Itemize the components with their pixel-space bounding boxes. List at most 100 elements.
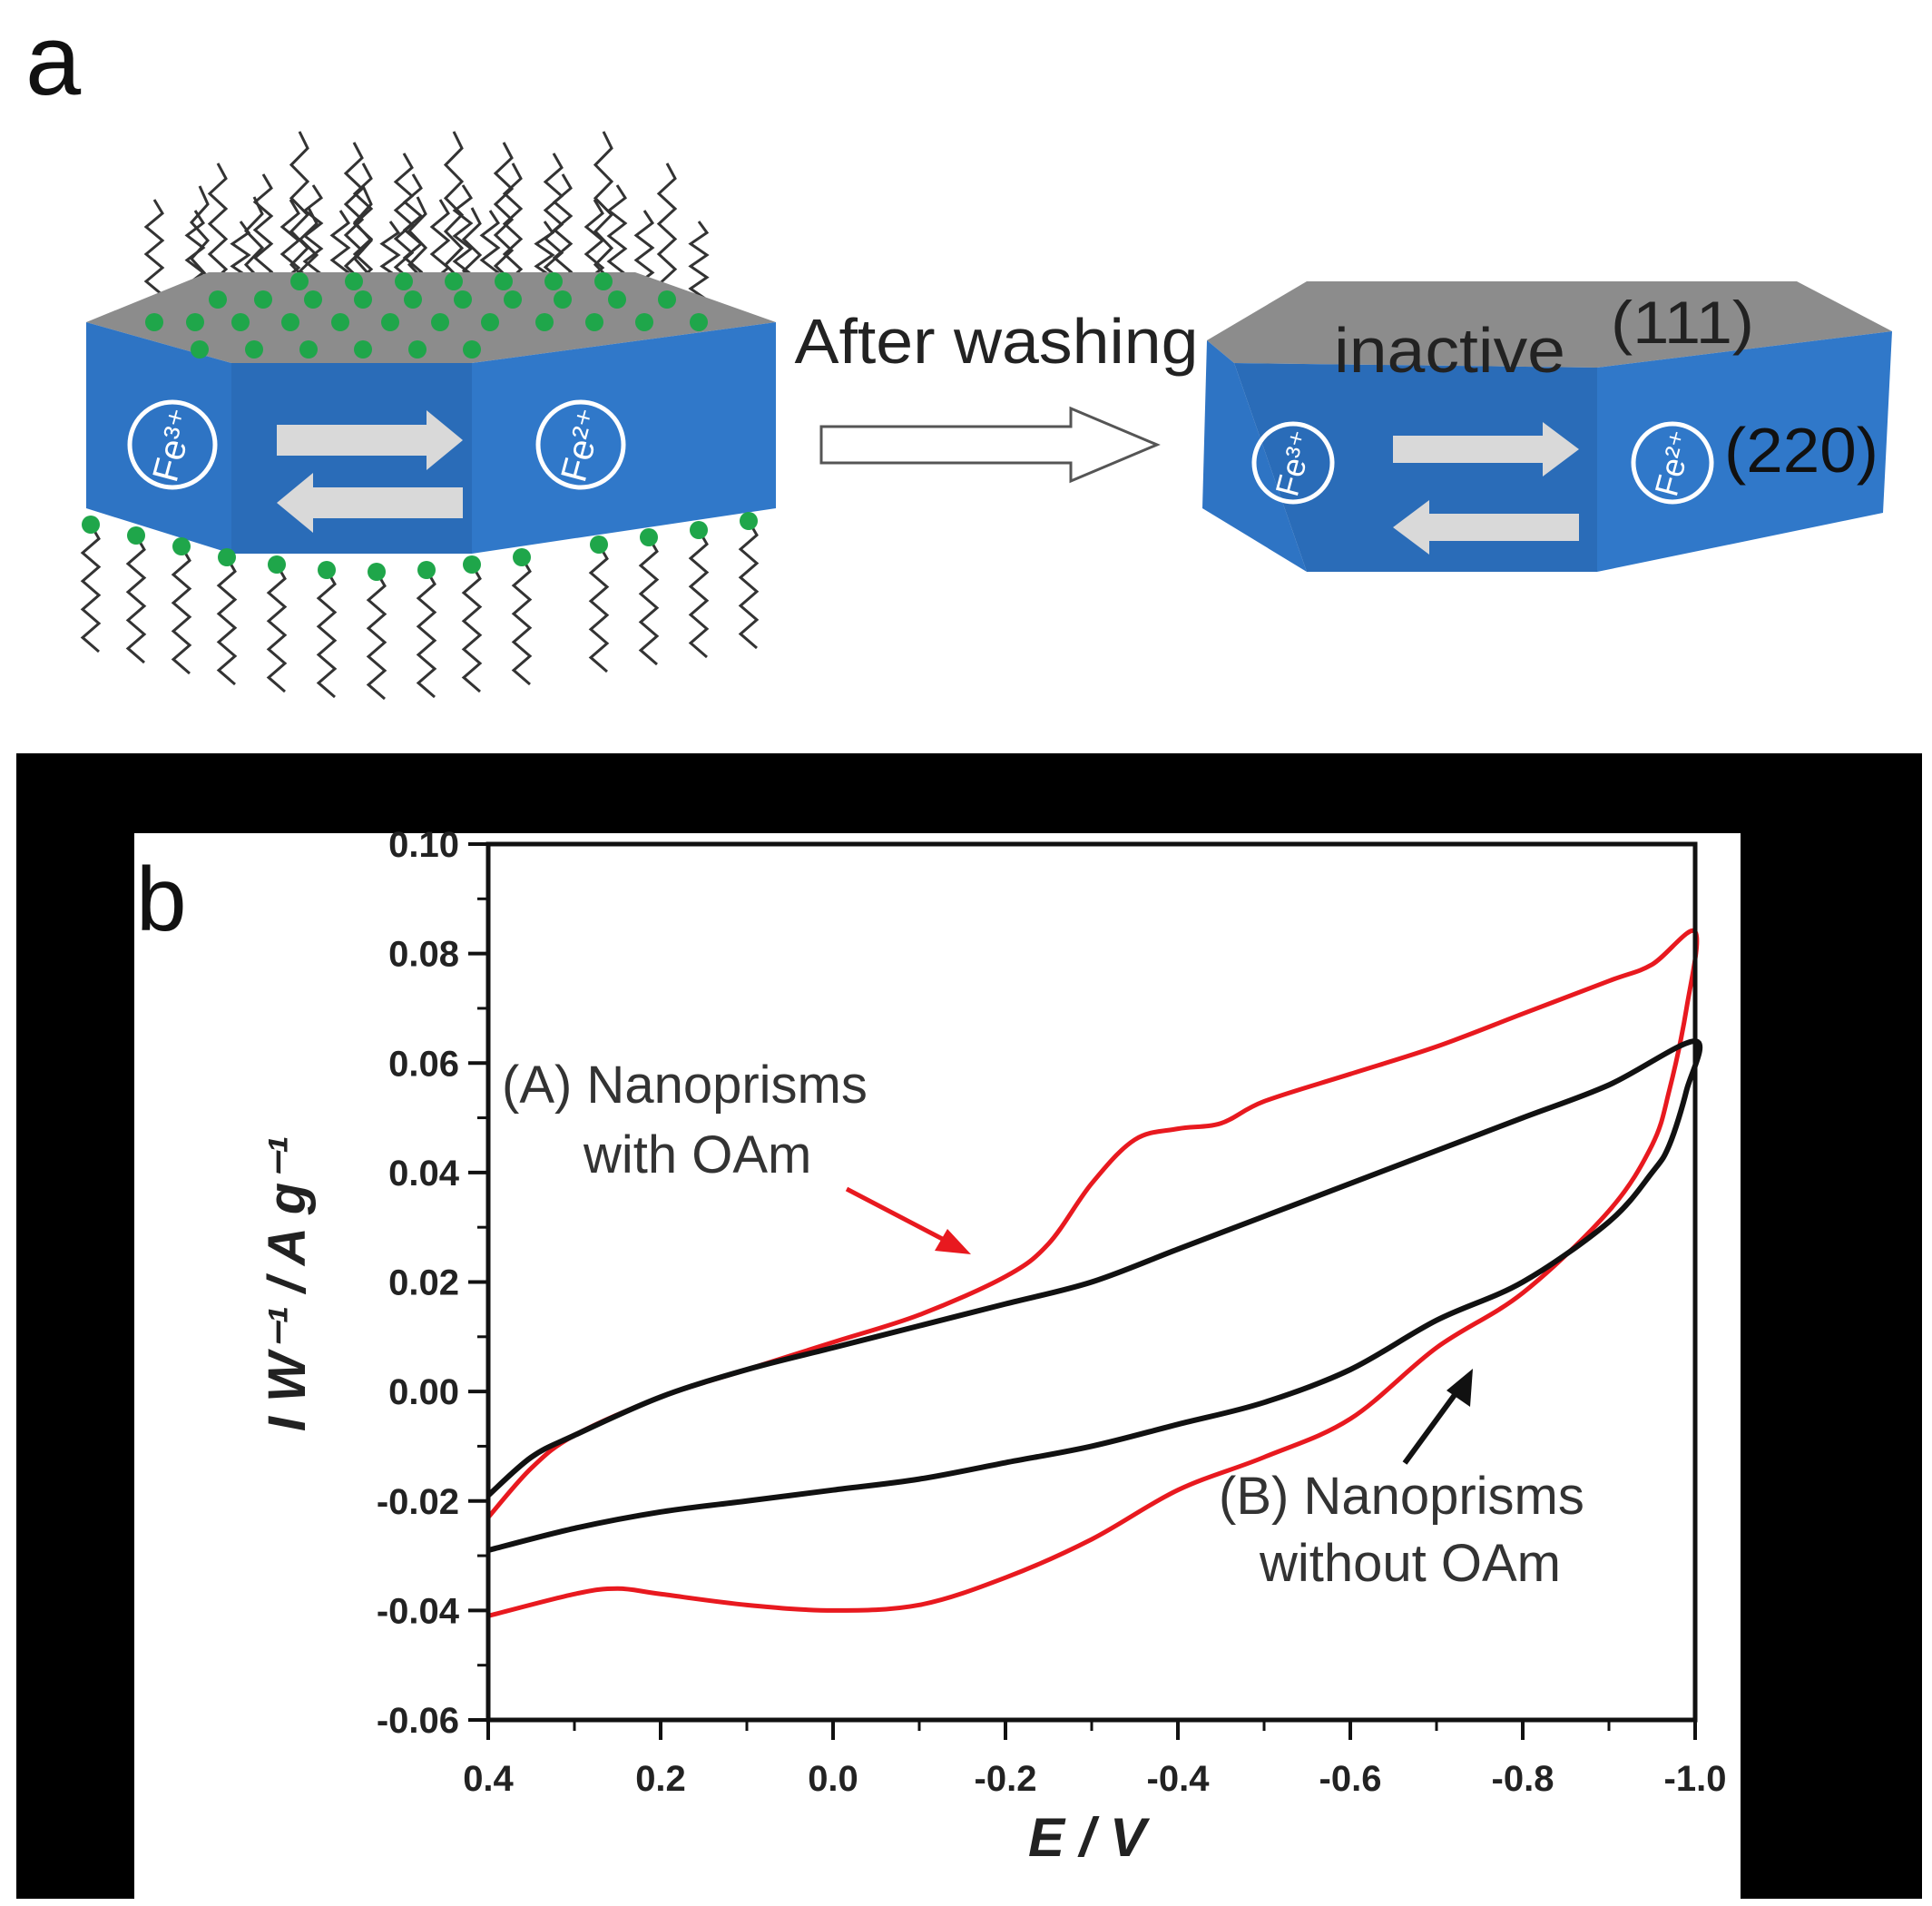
chart-background <box>134 833 1741 1899</box>
x-axis-label: E / V <box>1028 1807 1151 1868</box>
left-arrow-left <box>277 473 463 533</box>
x-tick-label: -0.6 <box>1319 1759 1382 1799</box>
y-tick-label: 0.06 <box>388 1044 459 1084</box>
ligand-head <box>608 290 626 309</box>
ligand-head <box>290 272 309 290</box>
ligand-head <box>186 313 204 331</box>
right-prism: inactive (111) (220) Fe³⁺ Fe²⁺ <box>1202 281 1892 572</box>
ligand-head <box>417 561 436 579</box>
x-tick-label: 0.4 <box>463 1759 514 1799</box>
facet-220-label: (220) <box>1724 415 1878 486</box>
ligand-chain <box>416 569 437 699</box>
ligand-chain <box>738 520 760 650</box>
schematic-svg: Fe³⁺ Fe²⁺ After washing inactive (111) (… <box>80 131 1892 701</box>
ligand-head <box>463 555 481 574</box>
ligand-chain <box>171 545 192 675</box>
ligand-head <box>191 340 209 359</box>
ligand-head <box>331 313 349 331</box>
ligand-head <box>640 528 658 546</box>
ligand-chain <box>366 571 387 701</box>
ligand-head <box>658 290 676 309</box>
annotation-b-line2: without OAm <box>1259 1534 1561 1593</box>
ligand-head <box>454 290 472 309</box>
ligand-head <box>504 290 522 309</box>
annotation-a-line1: (A) Nanoprisms <box>502 1056 868 1115</box>
ligand-head <box>172 537 191 555</box>
right-arrow-right <box>1393 422 1579 476</box>
after-washing-label: After washing <box>795 306 1199 377</box>
ligand-head <box>585 313 603 331</box>
ligand-head <box>395 272 413 290</box>
ligand-head <box>318 561 336 579</box>
panel-a-schematic: a Fe³⁺ Fe²⁺ Aft <box>0 0 1932 726</box>
right-fe3-circle <box>1251 421 1335 505</box>
facet-111-label: (111) <box>1611 289 1754 356</box>
annotation-a-line2: with OAm <box>583 1125 811 1184</box>
ligand-head <box>218 548 236 566</box>
ligand-chain <box>593 131 614 283</box>
ligand-head <box>590 535 608 554</box>
right-arrow-left <box>1393 500 1579 555</box>
ligand-head <box>404 290 422 309</box>
top-ligand-heads <box>145 272 708 359</box>
ligand-chain <box>461 564 483 693</box>
ligand-chain <box>638 536 660 666</box>
ligand-head <box>82 516 100 534</box>
left-fe3-circle <box>127 399 218 490</box>
ligand-head <box>345 272 363 290</box>
ligand-head <box>740 512 758 530</box>
ligand-chain <box>80 524 102 653</box>
ligand-head <box>299 340 318 359</box>
x-tick-label: 0.2 <box>635 1759 686 1799</box>
ligand-chain <box>216 556 238 686</box>
y-tick-label: 0.04 <box>388 1154 460 1194</box>
y-tick-label: -0.02 <box>377 1482 459 1522</box>
ligand-chain <box>656 162 678 301</box>
ligand-chain <box>393 152 415 283</box>
ligand-head <box>535 313 554 331</box>
y-tick-label: 0.02 <box>388 1263 459 1303</box>
ligand-head <box>304 290 322 309</box>
y-tick-label: 0.10 <box>388 825 459 865</box>
left-prism: Fe³⁺ Fe²⁺ <box>80 131 776 701</box>
annotation-a-arrow <box>845 1186 971 1254</box>
ligand-head <box>231 313 250 331</box>
ligand-chain <box>588 544 610 673</box>
right-fe2-circle <box>1631 421 1714 505</box>
ligand-head <box>145 313 163 331</box>
ligand-head <box>354 340 372 359</box>
x-tick-label: 0.0 <box>808 1759 858 1799</box>
ligand-head <box>690 521 708 539</box>
ligand-head <box>127 526 145 545</box>
right-prism-front-right <box>1597 331 1892 572</box>
ligand-head <box>513 548 531 566</box>
ligand-head <box>690 313 708 331</box>
ligand-head <box>381 313 399 331</box>
series-b-line <box>485 1038 1703 1553</box>
ligand-head <box>368 563 386 581</box>
ligand-head <box>281 313 299 331</box>
ligand-head <box>268 555 286 574</box>
x-tick-label: -0.8 <box>1492 1759 1554 1799</box>
ligand-head <box>245 340 263 359</box>
ligand-head <box>594 272 613 290</box>
x-tick-label: -0.2 <box>975 1759 1037 1799</box>
annotation-b-line1: (B) Nanoprisms <box>1219 1467 1584 1526</box>
y-tick-label: -0.06 <box>377 1701 459 1741</box>
ligand-head <box>445 272 463 290</box>
y-tick-label: 0.08 <box>388 935 459 975</box>
ligand-chain <box>511 556 533 686</box>
ligand-head <box>544 272 563 290</box>
ligand-head <box>254 290 272 309</box>
ligand-head <box>408 340 427 359</box>
ligand-chain <box>688 529 710 659</box>
x-tick-label: -0.4 <box>1147 1759 1211 1799</box>
left-prism-front-left <box>86 322 231 554</box>
ligand-head <box>463 340 481 359</box>
panel-b-frame: b 0.4 0.2 0.0 -0.2 -0.4 -0.6 -0.8 -1.0 -0.06 -0.0… <box>16 753 1922 1899</box>
panel-b-letter: b <box>136 849 187 950</box>
ligand-chain <box>125 535 147 664</box>
left-fe2-circle <box>535 399 626 490</box>
after-washing-arrow <box>819 406 1161 484</box>
y-tick-label: 0.00 <box>388 1372 459 1412</box>
